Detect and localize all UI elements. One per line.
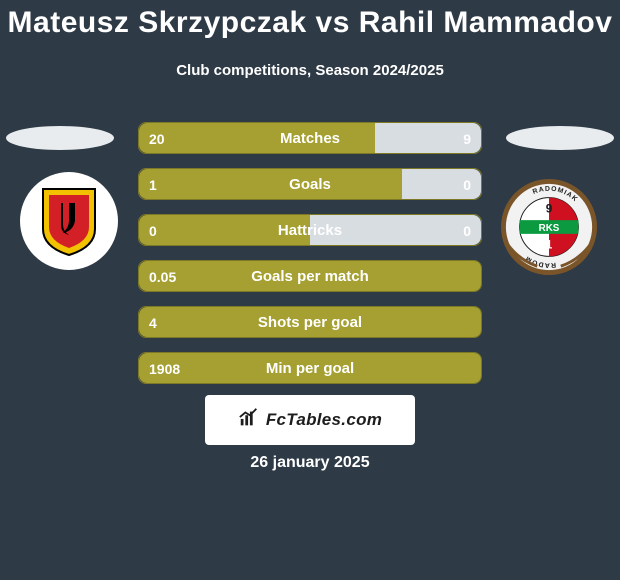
chart-icon (238, 407, 260, 434)
watermark-text: FcTables.com (266, 410, 382, 430)
crest-right-middle-band: RKS (539, 223, 560, 234)
player-right-head-ellipse (506, 126, 614, 150)
stat-bar-right (402, 169, 481, 199)
player-left-head-ellipse (6, 126, 114, 150)
footer-date: 26 january 2025 (0, 454, 620, 472)
stat-bar-left (139, 123, 375, 153)
club-crest-left-icon (39, 185, 99, 257)
stat-bar-right (375, 123, 481, 153)
stat-bars-container: Matches209 Goals10 Hattricks00 Goals per ma… (138, 122, 482, 398)
stat-bar-left (139, 307, 481, 337)
page-subtitle: Club competitions, Season 2024/2025 (0, 62, 620, 79)
stat-row: Matches209 (138, 122, 482, 154)
stat-row: Shots per goal4 (138, 306, 482, 338)
stat-row: Min per goal1908 (138, 352, 482, 384)
club-crest-right-icon: 9 RKS 1 RADOMIAK RADOM (500, 178, 598, 276)
watermark-badge: FcTables.com (205, 395, 415, 445)
stat-row: Hattricks00 (138, 214, 482, 246)
stat-row: Goals10 (138, 168, 482, 200)
comparison-infographic: Mateusz Skrzypczak vs Rahil Mammadov Clu… (0, 0, 620, 580)
stat-bar-right (310, 215, 481, 245)
crest-right-bottom-number: 1 (546, 239, 553, 252)
stat-bar-left (139, 169, 402, 199)
page-title: Mateusz Skrzypczak vs Rahil Mammadov (0, 6, 620, 40)
club-logo-right: 9 RKS 1 RADOMIAK RADOM (500, 178, 598, 276)
stat-bar-left (139, 353, 481, 383)
stat-row: Goals per match0.05 (138, 260, 482, 292)
club-logo-left (20, 172, 118, 270)
crest-right-top-number: 9 (546, 202, 553, 215)
stat-bar-left (139, 215, 310, 245)
stat-bar-left (139, 261, 481, 291)
